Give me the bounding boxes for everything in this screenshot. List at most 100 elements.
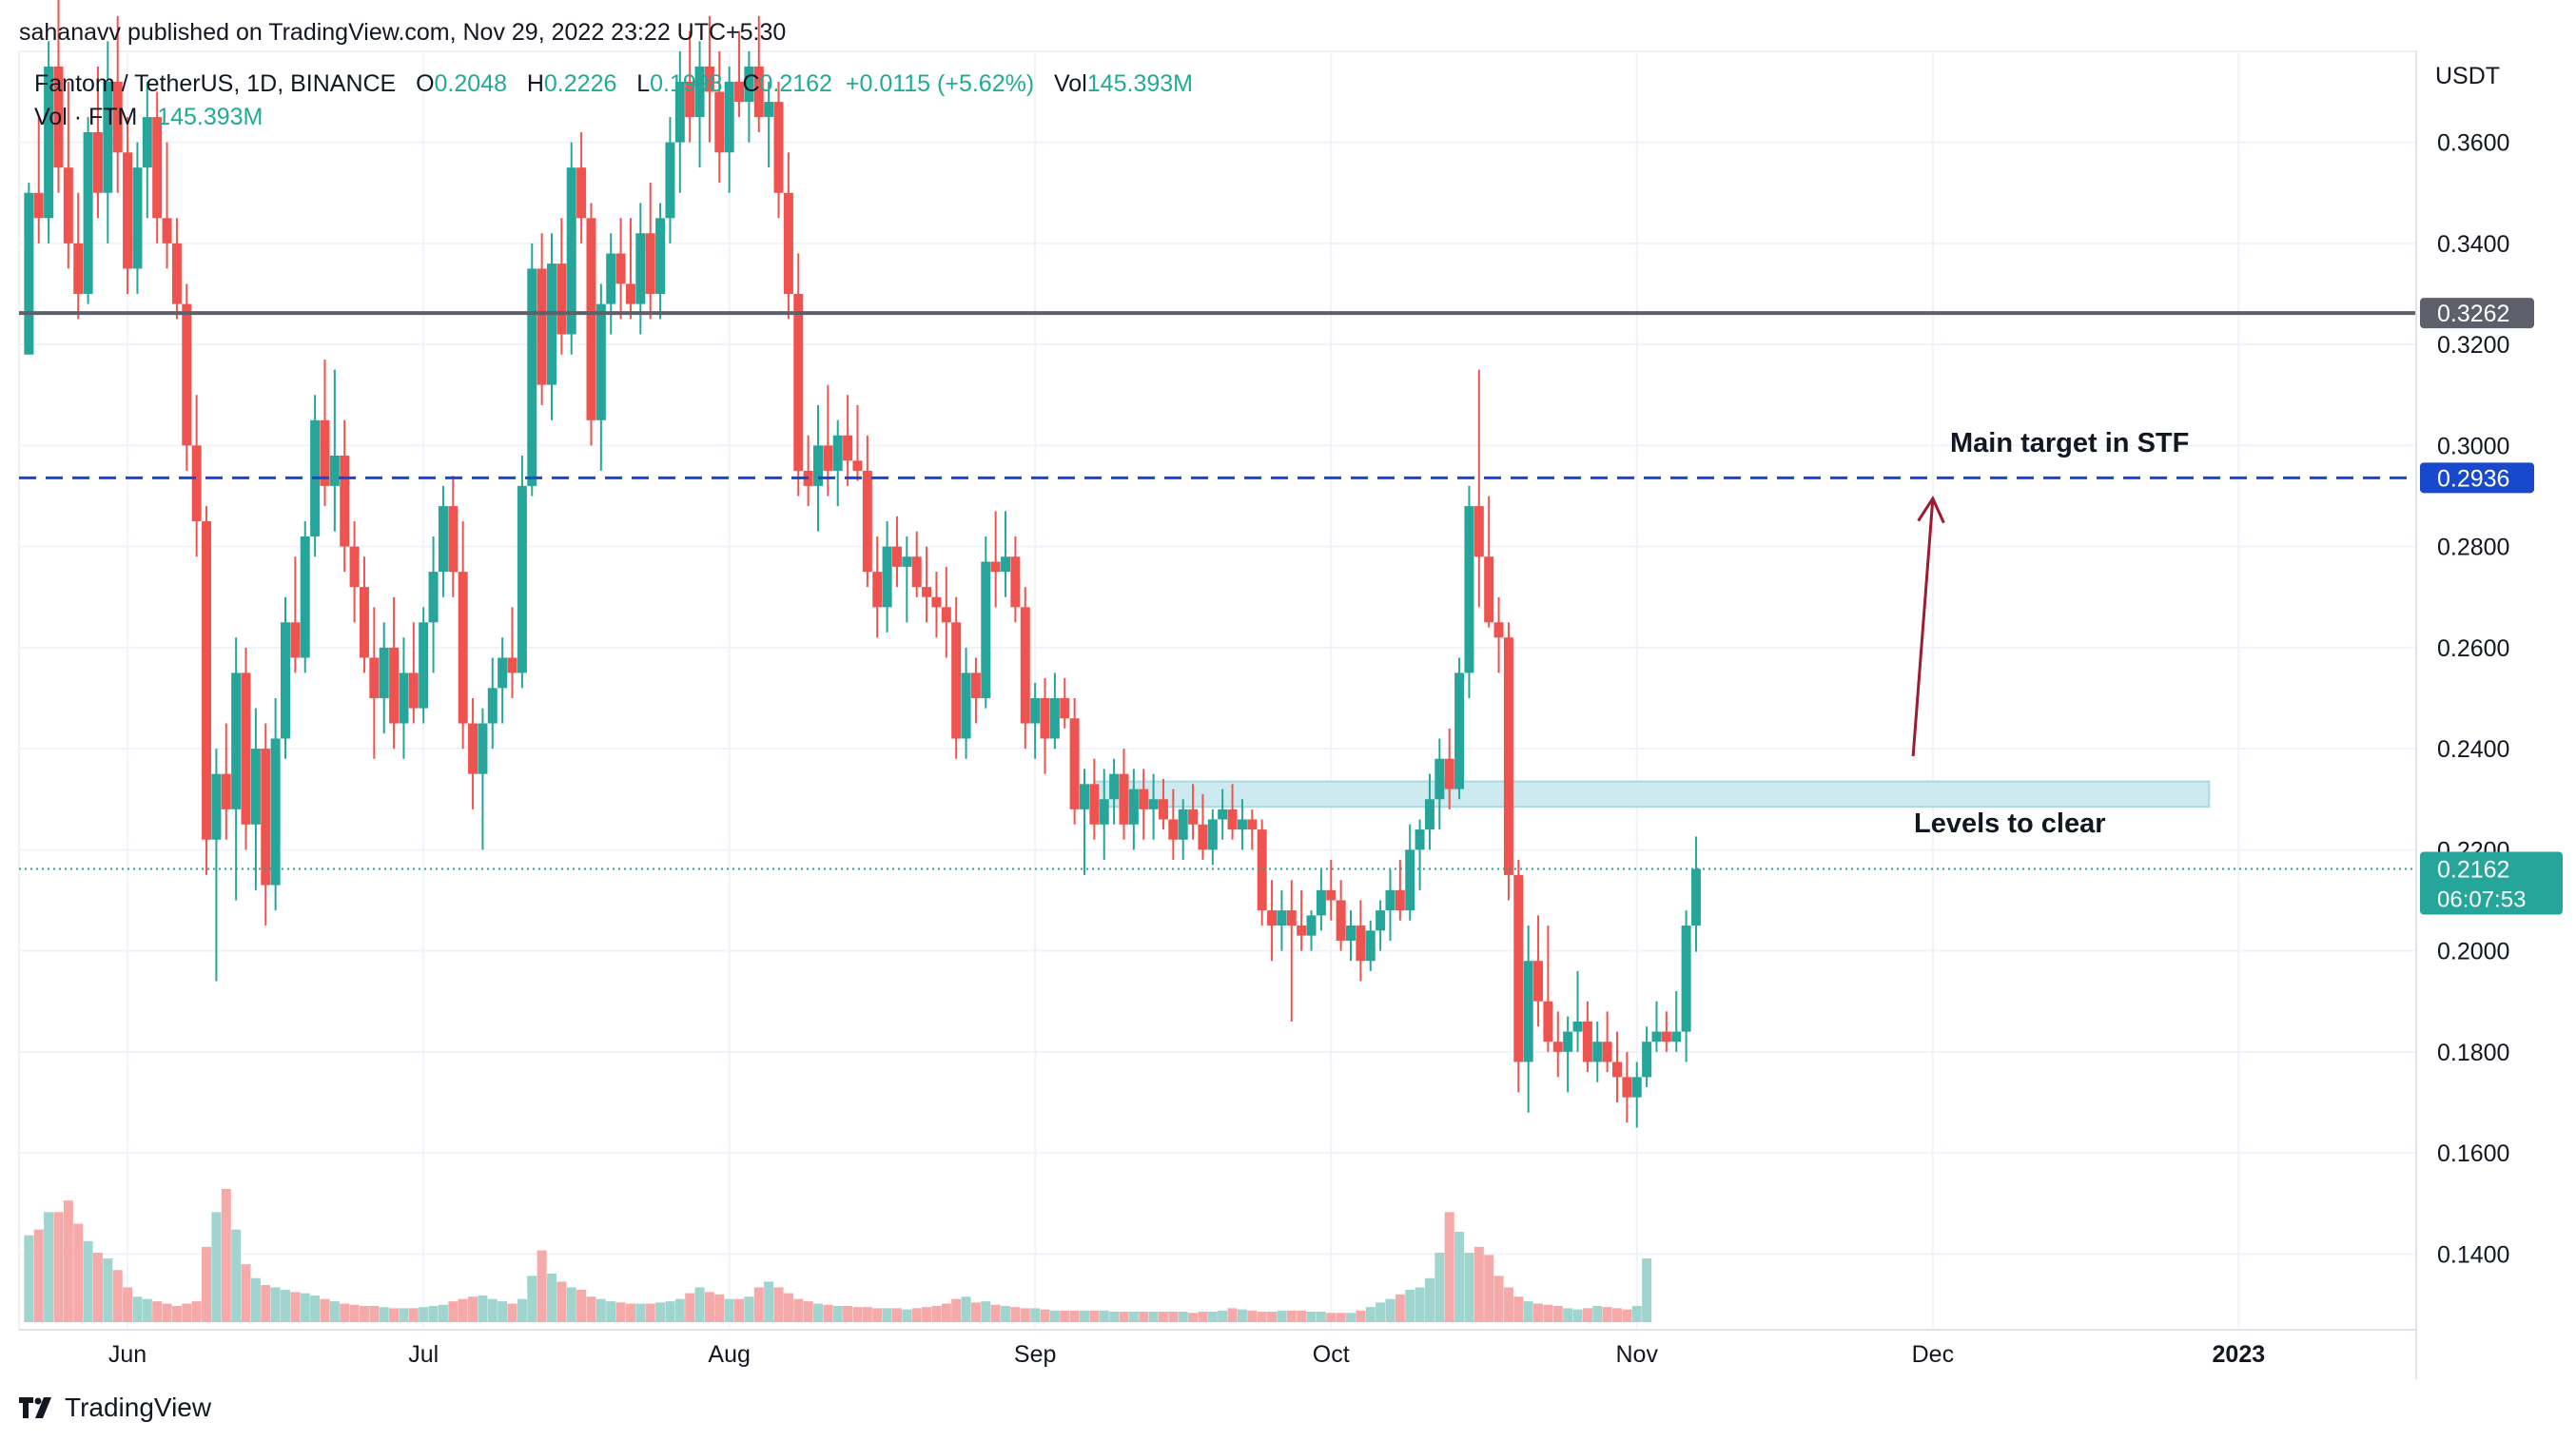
brand-name: TradingView	[65, 1393, 212, 1422]
volume-bar	[902, 1309, 912, 1322]
volume-bar	[1237, 1309, 1247, 1322]
publisher-line: sahanavv published on TradingView.com, N…	[19, 19, 787, 46]
volume-bar	[734, 1298, 745, 1322]
candle-body	[517, 485, 527, 673]
candle-body	[1454, 672, 1465, 789]
volume-bar	[694, 1287, 705, 1322]
price-axis[interactable]: 0.3600 0.3400 0.3200 0.3000 0.2800 0.2600 0.24…	[2415, 51, 2563, 1379]
candle-body	[635, 233, 646, 304]
candle	[1178, 799, 1188, 860]
candle	[645, 183, 655, 320]
candle-body	[103, 81, 113, 193]
volume-bar	[970, 1302, 981, 1322]
candle	[1158, 778, 1168, 830]
volume-bar	[1642, 1258, 1652, 1322]
candle-body	[478, 723, 488, 774]
candle	[221, 723, 231, 840]
tradingview-brand[interactable]: TradingView	[19, 1393, 211, 1423]
candle-body	[349, 546, 360, 588]
candle-body	[951, 622, 962, 739]
volume-bar	[1089, 1310, 1100, 1322]
candle	[340, 419, 350, 573]
candle	[1376, 900, 1386, 951]
candle	[911, 531, 922, 597]
vol-series-value: 145.393M	[157, 104, 263, 130]
volume-bar	[764, 1281, 774, 1322]
price-tick-label: 0.1400	[2437, 1241, 2509, 1268]
candle	[1139, 769, 1149, 840]
volume-bar	[981, 1301, 991, 1322]
vol-series-label[interactable]: Vol · FTM	[34, 104, 138, 130]
volume-bar	[310, 1296, 321, 1322]
volume-bar	[399, 1308, 409, 1322]
candle	[1642, 1026, 1652, 1088]
candle	[517, 455, 527, 689]
candle	[507, 607, 517, 698]
candle-body	[1227, 809, 1238, 830]
candle-body	[1049, 697, 1060, 739]
volume-bar	[1543, 1304, 1553, 1322]
candle-body	[902, 556, 912, 567]
high-label: H	[526, 70, 544, 97]
candle-body	[1247, 819, 1258, 830]
volume-bar	[1316, 1312, 1326, 1322]
candle-body	[1119, 773, 1129, 825]
candle-body	[231, 672, 242, 809]
volume-bar	[655, 1302, 666, 1322]
volume-bar	[162, 1303, 172, 1322]
candle-body	[340, 455, 350, 547]
volume-bar	[83, 1240, 93, 1322]
candle	[1020, 587, 1030, 750]
volume-bar	[1257, 1312, 1267, 1322]
volume-bar	[1049, 1310, 1060, 1322]
candle-body	[1376, 910, 1386, 931]
volume-bar	[349, 1304, 360, 1322]
volume-bar	[803, 1301, 813, 1322]
candle-body	[1552, 1042, 1563, 1052]
time-axis[interactable]: Jun Jul Aug Sep Oct Nov Dec 2023	[19, 1329, 2416, 1368]
volume-bar	[586, 1296, 596, 1322]
candle-body	[320, 419, 330, 486]
volume-bar	[724, 1298, 734, 1322]
volume-bar	[843, 1305, 853, 1322]
candle	[1612, 1031, 1622, 1102]
candle-body	[1089, 784, 1100, 825]
candle	[1168, 789, 1179, 860]
candle	[1049, 672, 1060, 750]
candle	[1552, 1011, 1563, 1078]
price-tick-label: 0.2800	[2437, 535, 2509, 561]
volume-bar	[1552, 1305, 1563, 1322]
candle	[852, 404, 863, 481]
volume-bar	[891, 1308, 902, 1322]
volume-bar	[1020, 1308, 1030, 1322]
volume-bar	[468, 1296, 478, 1322]
close-label: C	[742, 70, 760, 97]
candle	[1237, 799, 1247, 850]
candle-body	[1139, 789, 1149, 809]
volume-bar	[961, 1296, 971, 1322]
candle-body	[606, 253, 616, 304]
volume-bar	[123, 1287, 133, 1322]
candle-body	[1572, 1021, 1583, 1032]
volume-bar	[645, 1303, 655, 1322]
candle-body	[1316, 889, 1326, 916]
candle	[872, 536, 883, 638]
candle	[399, 637, 409, 759]
volume-bar	[566, 1287, 576, 1322]
arrow-shaft	[1911, 498, 1935, 757]
candle	[1128, 769, 1139, 850]
open-value: 0.2048	[434, 70, 507, 97]
symbol-title[interactable]: Fantom / TetherUS, 1D, BINANCE	[34, 70, 397, 97]
volume-bar	[24, 1235, 34, 1322]
candle-body	[724, 81, 734, 153]
candle-body	[448, 506, 459, 573]
candle	[1336, 880, 1346, 951]
levels-zone-rect	[1093, 780, 2211, 809]
candle-body	[674, 81, 685, 143]
candle-body	[202, 521, 212, 840]
time-tick-label: Dec	[1912, 1341, 1954, 1368]
candle-body	[1128, 789, 1139, 825]
volume-bar	[783, 1293, 793, 1322]
candle-body	[123, 152, 133, 269]
